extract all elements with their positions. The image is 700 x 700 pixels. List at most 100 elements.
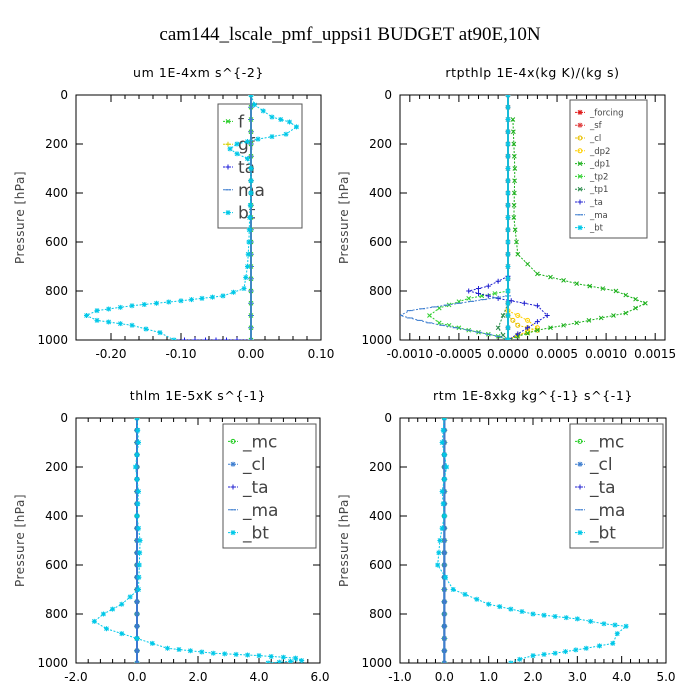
data-point xyxy=(574,281,580,287)
data-point xyxy=(84,313,89,318)
data-point xyxy=(187,648,193,654)
data-point xyxy=(299,658,305,663)
data-point xyxy=(574,616,580,622)
data-point xyxy=(119,631,125,637)
y-tick-label: 800 xyxy=(45,284,68,298)
legend-label: _bt xyxy=(589,524,616,544)
legend-label: _ta xyxy=(589,198,603,208)
data-point xyxy=(222,651,228,657)
data-point xyxy=(199,295,205,301)
legend-label: bt xyxy=(238,204,256,224)
data-point xyxy=(293,655,299,661)
x-tick-label: 0.00 xyxy=(238,347,265,361)
series-group xyxy=(400,95,648,340)
data-point xyxy=(444,464,450,470)
data-point xyxy=(136,574,142,580)
data-point xyxy=(521,300,527,306)
series-group xyxy=(91,418,305,663)
data-point xyxy=(210,294,215,300)
data-point xyxy=(508,606,514,612)
data-point xyxy=(633,296,638,302)
series-line-ta xyxy=(468,275,548,340)
data-point xyxy=(505,178,511,184)
data-point xyxy=(530,611,536,617)
data-point xyxy=(287,119,292,125)
data-point xyxy=(505,288,511,294)
data-point xyxy=(441,476,447,482)
data-point xyxy=(117,304,123,310)
data-point xyxy=(294,124,299,130)
data-point xyxy=(587,283,593,289)
data-point xyxy=(505,251,511,257)
data-point xyxy=(213,337,219,340)
data-point xyxy=(136,489,142,494)
data-point xyxy=(243,275,249,281)
data-point xyxy=(512,227,518,233)
data-point xyxy=(234,141,240,147)
x-tick-label: 0.0005 xyxy=(536,347,578,361)
data-point xyxy=(505,264,511,269)
y-tick-label: 600 xyxy=(45,235,68,249)
x-tick-label: 1.0 xyxy=(479,670,498,684)
data-point xyxy=(512,178,517,184)
data-point xyxy=(106,306,112,312)
data-point xyxy=(241,286,247,292)
legend-label: _cl xyxy=(589,455,613,475)
y-tick-label: 800 xyxy=(369,607,392,621)
data-point xyxy=(136,562,142,568)
data-point xyxy=(427,313,432,318)
data-point xyxy=(505,95,511,98)
series-line-tp2 xyxy=(428,290,509,340)
data-point xyxy=(135,501,141,507)
data-point xyxy=(519,609,525,615)
data-point xyxy=(505,227,511,233)
data-point xyxy=(439,489,445,494)
data-point xyxy=(600,286,606,291)
data-point xyxy=(598,315,604,321)
data-point xyxy=(280,654,286,660)
data-point xyxy=(548,274,553,280)
x-tick-label: 0.0010 xyxy=(585,347,627,361)
data-point xyxy=(508,660,514,663)
data-point xyxy=(633,305,638,311)
data-point xyxy=(552,613,558,619)
data-point xyxy=(104,626,109,632)
data-point xyxy=(548,325,553,331)
data-point xyxy=(189,297,194,303)
data-point xyxy=(510,317,516,323)
data-point xyxy=(515,313,521,318)
series-line-dp2 xyxy=(507,310,539,340)
data-point xyxy=(157,330,163,336)
y-tick-label: 400 xyxy=(45,186,68,200)
legend-label: gf xyxy=(238,135,256,155)
data-point xyxy=(166,299,172,305)
y-tick-label: 400 xyxy=(45,509,68,523)
y-tick-label: 1000 xyxy=(361,656,392,670)
x-tick-label: 2.0 xyxy=(523,670,542,684)
legend-label: _bt xyxy=(242,524,269,544)
data-point xyxy=(439,525,445,531)
data-point xyxy=(134,513,140,519)
data-point xyxy=(192,337,198,340)
data-point xyxy=(149,640,155,646)
legend-label: _tp1 xyxy=(589,185,608,195)
data-point xyxy=(612,622,618,628)
data-point xyxy=(436,320,442,326)
data-point xyxy=(141,301,147,307)
x-tick-label: 5.0 xyxy=(656,670,675,684)
y-tick-label: 200 xyxy=(369,137,392,151)
data-point xyxy=(106,319,112,325)
data-point xyxy=(110,606,116,612)
data-point xyxy=(505,153,511,159)
data-point xyxy=(439,440,445,445)
figure-title: cam144_lscale_pmf_uppsi1 BUDGET at90E,10… xyxy=(159,24,540,45)
data-point xyxy=(220,293,226,299)
data-point xyxy=(611,313,616,318)
data-point xyxy=(224,337,229,340)
data-point xyxy=(227,146,233,152)
data-point xyxy=(515,331,521,337)
data-point xyxy=(508,298,514,304)
data-point xyxy=(441,513,447,519)
data-point xyxy=(176,647,182,653)
